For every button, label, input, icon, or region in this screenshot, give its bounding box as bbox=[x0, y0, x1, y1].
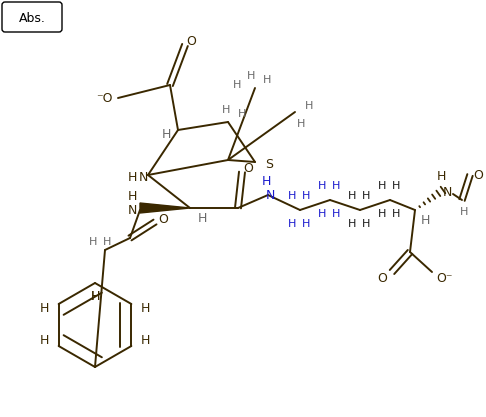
Text: Abs.: Abs. bbox=[18, 12, 45, 25]
Text: H: H bbox=[238, 109, 246, 119]
Text: H: H bbox=[90, 291, 100, 304]
Text: H: H bbox=[460, 207, 468, 217]
Text: H: H bbox=[378, 181, 386, 191]
Text: H: H bbox=[302, 219, 310, 229]
Text: H: H bbox=[348, 219, 356, 229]
Text: H: H bbox=[348, 191, 356, 201]
Text: H: H bbox=[263, 75, 271, 85]
Text: O⁻: O⁻ bbox=[436, 271, 452, 284]
Text: N: N bbox=[139, 171, 148, 183]
Text: H: H bbox=[302, 191, 310, 201]
Text: H: H bbox=[247, 71, 255, 81]
Text: H: H bbox=[392, 181, 400, 191]
Text: H: H bbox=[127, 171, 137, 183]
Text: O: O bbox=[243, 161, 253, 174]
Text: H: H bbox=[40, 334, 49, 347]
Text: H: H bbox=[197, 211, 207, 224]
Text: S: S bbox=[265, 158, 273, 171]
Text: H: H bbox=[318, 181, 326, 191]
Text: O: O bbox=[158, 213, 168, 226]
Text: H: H bbox=[378, 209, 386, 219]
Text: H: H bbox=[332, 209, 340, 219]
Text: ⁻O: ⁻O bbox=[96, 91, 112, 105]
Text: H: H bbox=[233, 80, 241, 90]
Text: H: H bbox=[161, 128, 171, 141]
Text: H: H bbox=[40, 302, 49, 316]
Text: N: N bbox=[265, 188, 275, 201]
Text: H: H bbox=[362, 191, 370, 201]
Text: H: H bbox=[318, 209, 326, 219]
Text: O: O bbox=[186, 35, 196, 48]
Text: H: H bbox=[420, 214, 430, 226]
Text: H: H bbox=[392, 209, 400, 219]
Text: H: H bbox=[222, 105, 230, 115]
Text: H: H bbox=[436, 169, 446, 183]
Text: H: H bbox=[89, 237, 97, 247]
Text: H: H bbox=[297, 119, 305, 129]
Text: O: O bbox=[377, 271, 387, 284]
Text: H: H bbox=[362, 219, 370, 229]
Polygon shape bbox=[140, 203, 190, 213]
Text: N: N bbox=[127, 203, 137, 216]
Text: H: H bbox=[103, 237, 111, 247]
Text: O: O bbox=[473, 168, 483, 181]
FancyBboxPatch shape bbox=[2, 2, 62, 32]
Text: H: H bbox=[332, 181, 340, 191]
Text: N: N bbox=[442, 186, 451, 198]
Text: H: H bbox=[288, 219, 296, 229]
Text: H: H bbox=[305, 101, 313, 111]
Text: H: H bbox=[140, 302, 150, 316]
Text: H: H bbox=[90, 291, 100, 304]
Text: H: H bbox=[127, 189, 137, 203]
Text: H: H bbox=[261, 174, 271, 188]
Text: H: H bbox=[140, 334, 150, 347]
Text: H: H bbox=[288, 191, 296, 201]
